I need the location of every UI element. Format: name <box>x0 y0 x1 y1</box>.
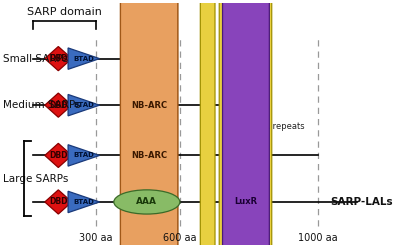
Text: NB-ARC: NB-ARC <box>131 151 167 160</box>
Text: Medium SARPs: Medium SARPs <box>3 100 81 110</box>
Text: 1000 aa: 1000 aa <box>298 233 338 243</box>
Polygon shape <box>68 145 100 166</box>
FancyBboxPatch shape <box>200 0 215 248</box>
Text: BTAD: BTAD <box>73 102 94 108</box>
Text: DBD: DBD <box>49 197 68 206</box>
Text: Large SARPs: Large SARPs <box>3 174 69 184</box>
Polygon shape <box>45 190 72 214</box>
Text: LuxR: LuxR <box>234 197 258 206</box>
FancyBboxPatch shape <box>120 0 178 248</box>
Text: 600 aa: 600 aa <box>163 233 197 243</box>
Text: SARP domain: SARP domain <box>27 7 102 17</box>
Text: DBD: DBD <box>49 151 68 160</box>
FancyBboxPatch shape <box>219 0 234 248</box>
Polygon shape <box>68 191 100 213</box>
Polygon shape <box>45 143 72 167</box>
Polygon shape <box>68 94 100 116</box>
Text: DBD: DBD <box>49 101 68 110</box>
Text: 300 aa: 300 aa <box>79 233 112 243</box>
FancyBboxPatch shape <box>257 0 272 248</box>
Text: Small SARPs: Small SARPs <box>3 54 68 64</box>
Ellipse shape <box>114 190 180 214</box>
Text: BTAD: BTAD <box>73 153 94 158</box>
FancyBboxPatch shape <box>238 0 253 248</box>
Text: AAA: AAA <box>136 197 157 206</box>
Polygon shape <box>222 0 269 248</box>
Text: BTAD: BTAD <box>73 199 94 205</box>
Polygon shape <box>68 48 100 69</box>
Text: TPR repeats: TPR repeats <box>254 122 304 131</box>
Polygon shape <box>45 47 72 71</box>
Text: NB-ARC: NB-ARC <box>131 101 167 110</box>
Text: BTAD: BTAD <box>73 56 94 62</box>
Text: SARP-LALs: SARP-LALs <box>330 197 393 207</box>
FancyBboxPatch shape <box>120 0 178 248</box>
Polygon shape <box>45 93 72 117</box>
Text: DBD: DBD <box>49 54 68 63</box>
